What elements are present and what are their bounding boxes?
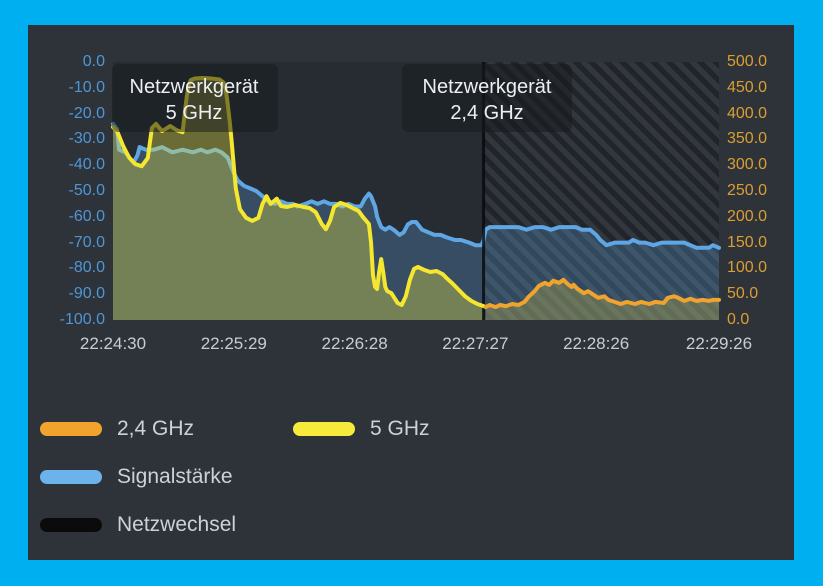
legend-item-signalstaerke: Signalstärke — [40, 465, 233, 488]
y-axis-left-tick: -70.0 — [68, 233, 105, 251]
signalstaerke-area — [113, 123, 719, 321]
y-axis-right-tick: 500.0 — [727, 53, 768, 70]
y-axis-right: 500.0 450.0 400.0 350.0 300.0 250.0 200.0 150.0… — [727, 0, 817, 340]
y-axis-right-tick: 400.0 — [727, 104, 768, 122]
chart-plot[interactable] — [111, 62, 721, 321]
signalstaerke-line — [111, 121, 721, 250]
y-axis-left: 0.0 -10.0 -20.0 -30.0 -40.0 -50.0 -60.0 -70.0 -8… — [0, 0, 105, 340]
y-axis-right-tick: 100.0 — [727, 259, 768, 277]
y-axis-left-tick: -30.0 — [68, 130, 105, 148]
annotation-box-24ghz — [402, 64, 572, 132]
annotation-5ghz: Netzwerkgerät 5 GHz — [104, 74, 284, 126]
legend-label-netzwechsel: Netzwechsel — [117, 513, 237, 536]
annotation-line2: 2,4 GHz — [450, 102, 524, 124]
annotation-24ghz: Netzwerkgerät 2,4 GHz — [397, 74, 577, 126]
y-axis-left-tick: -10.0 — [68, 78, 105, 96]
wifi-24ghz-line — [483, 277, 721, 310]
y-axis-right-tick: 300.0 — [727, 156, 768, 174]
y-axis-right-tick: 150.0 — [727, 233, 768, 251]
legend-swatch-netzwechsel — [40, 518, 102, 532]
x-axis-tick: 22:25:29 — [200, 334, 267, 353]
legend-item-5ghz: 5 GHz — [293, 417, 430, 440]
x-axis-tick: 22:27:27 — [442, 334, 509, 353]
x-axis-tick: 22:26:28 — [321, 334, 388, 353]
annotation-box-5ghz — [112, 64, 278, 132]
y-axis-right-tick: 250.0 — [727, 182, 768, 199]
y-axis-left-tick: -40.0 — [68, 156, 105, 174]
y-axis-right-tick: 0.0 — [727, 311, 750, 328]
legend-item-24ghz: 2,4 GHz — [40, 417, 195, 440]
legend-swatch-5ghz — [293, 422, 355, 436]
legend-swatch-24ghz — [40, 422, 102, 436]
x-axis-tick: 22:28:26 — [563, 334, 630, 353]
legend-item-netzwechsel: Netzwechsel — [40, 513, 237, 536]
y-axis-left-tick: -80.0 — [68, 259, 105, 277]
y-axis-left-tick: 0.0 — [82, 53, 105, 70]
legend-label-24ghz: 2,4 GHz — [117, 417, 195, 440]
y-axis-left-tick: -90.0 — [68, 285, 105, 303]
x-axis-tick: 22:29:26 — [685, 334, 753, 353]
y-axis-left-tick: -60.0 — [68, 207, 105, 225]
y-axis-right-tick: 200.0 — [727, 207, 768, 225]
legend-label-signalstaerke: Signalstärke — [117, 465, 233, 488]
annotation-line1: Netzwerkgerät — [129, 76, 259, 98]
wifi-24ghz-area — [485, 279, 719, 320]
y-axis-right-tick: 50.0 — [727, 285, 759, 303]
legend-swatch-signalstaerke — [40, 470, 102, 484]
y-axis-left-tick: -100.0 — [59, 311, 105, 328]
y-axis-left-tick: -20.0 — [68, 104, 105, 122]
annotation-line2: 5 GHz — [165, 102, 223, 124]
x-axis: 22:24:30 22:25:29 22:26:28 22:27:27 22:28:26… — [79, 334, 753, 353]
x-axis-tick: 22:24:30 — [79, 334, 147, 353]
y-axis-right-tick: 350.0 — [727, 130, 768, 148]
y-axis-left-tick: -50.0 — [68, 182, 105, 199]
annotation-line1: Netzwerkgerät — [422, 76, 552, 98]
legend-label-5ghz: 5 GHz — [370, 417, 430, 440]
y-axis-right-tick: 450.0 — [727, 78, 768, 96]
wifi-5ghz-area — [113, 78, 484, 320]
